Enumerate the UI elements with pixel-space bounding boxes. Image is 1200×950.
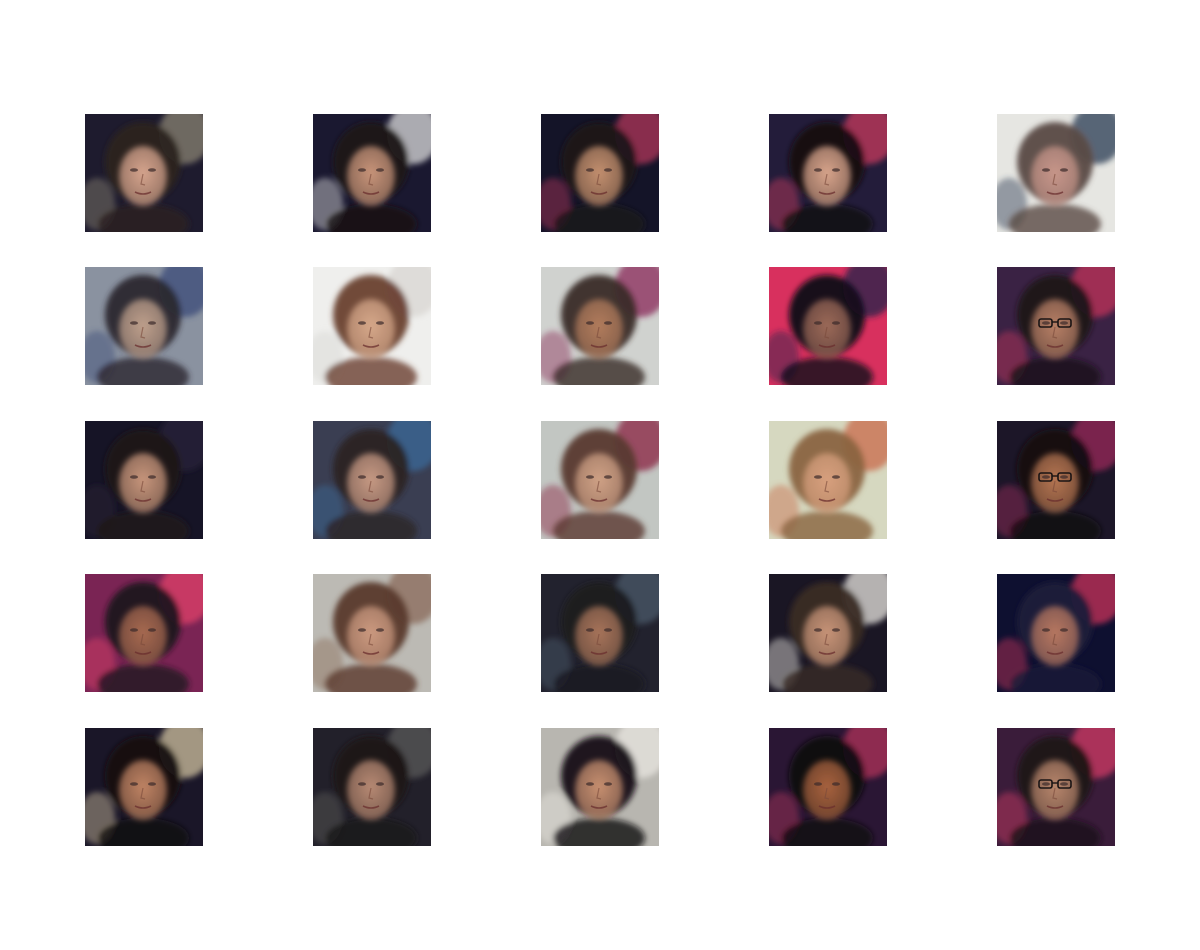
face-sample-image	[85, 421, 203, 539]
face-sample-image	[313, 574, 431, 692]
face-sample-image	[769, 267, 887, 385]
face-sample-image	[769, 421, 887, 539]
face-sample-image	[769, 728, 887, 846]
face-sample-image	[769, 574, 887, 692]
face-sample-image	[541, 114, 659, 232]
face-sample-image	[997, 421, 1115, 539]
face-sample-image	[541, 728, 659, 846]
face-sample-image	[313, 728, 431, 846]
face-sample-image	[85, 114, 203, 232]
face-sample-image	[997, 728, 1115, 846]
face-sample-image	[541, 267, 659, 385]
face-sample-image	[997, 267, 1115, 385]
face-sample-image	[541, 421, 659, 539]
face-sample-image	[85, 574, 203, 692]
face-sample-image	[769, 114, 887, 232]
face-sample-image	[541, 574, 659, 692]
face-sample-image	[85, 267, 203, 385]
face-sample-image	[313, 114, 431, 232]
face-sample-image	[313, 267, 431, 385]
face-sample-image	[997, 114, 1115, 232]
face-sample-image	[313, 421, 431, 539]
face-sample-image	[85, 728, 203, 846]
face-sample-image	[997, 574, 1115, 692]
